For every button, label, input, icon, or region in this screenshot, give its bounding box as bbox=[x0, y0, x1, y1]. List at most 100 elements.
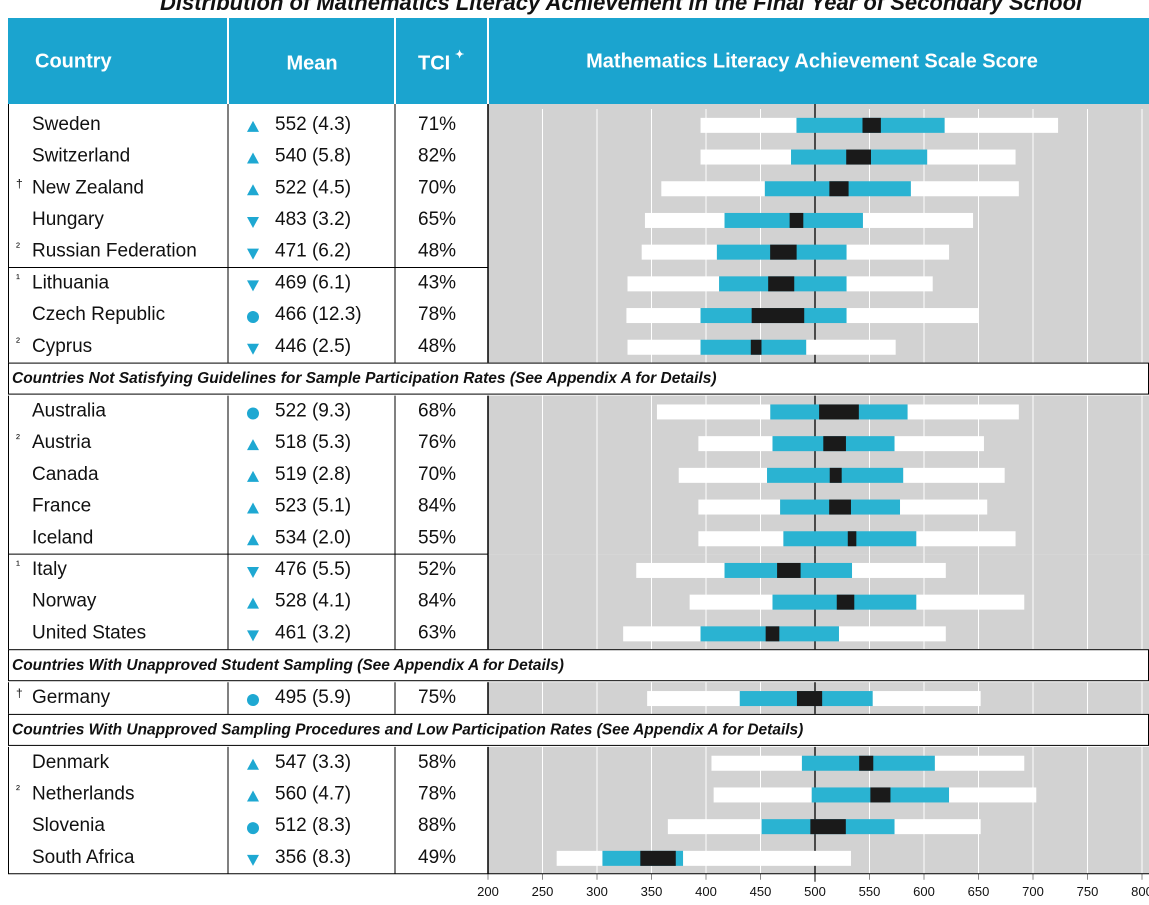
percentile-75-95 bbox=[903, 467, 1005, 483]
country-name: Cyprus bbox=[32, 336, 92, 357]
marker-down bbox=[247, 854, 259, 866]
percentile-5-25 bbox=[698, 499, 781, 515]
percentile-5-25 bbox=[667, 819, 762, 835]
percentile-5-25 bbox=[700, 149, 792, 165]
percentile-75-95 bbox=[927, 149, 1016, 165]
percentile-75-95 bbox=[894, 819, 981, 835]
percentile-75-95 bbox=[934, 755, 1025, 771]
tci-value: 76% bbox=[418, 432, 456, 453]
mean-confidence-interval bbox=[750, 339, 762, 355]
mean-confidence-interval bbox=[846, 149, 871, 165]
percentile-75-95 bbox=[846, 276, 933, 292]
section-heading-box bbox=[8, 362, 1149, 395]
mean-confidence-interval bbox=[777, 562, 801, 578]
mean-confidence-interval bbox=[796, 691, 823, 707]
percentile-75-95 bbox=[916, 594, 1025, 610]
marker-up bbox=[247, 534, 259, 546]
x-tick-label: 650 bbox=[968, 884, 990, 899]
country-name: Switzerland bbox=[32, 146, 130, 167]
mean-confidence-interval bbox=[765, 626, 780, 642]
percentile-5-25 bbox=[698, 531, 784, 547]
country-name: Lithuania bbox=[32, 272, 110, 293]
mean-score: 519 (2.8) bbox=[275, 464, 351, 485]
mean-confidence-interval bbox=[770, 244, 797, 260]
marker-down bbox=[247, 248, 259, 260]
mean-confidence-interval bbox=[859, 755, 874, 771]
mean-score: 534 (2.0) bbox=[275, 527, 351, 548]
marker-up bbox=[247, 184, 259, 196]
mean-confidence-interval bbox=[829, 499, 851, 515]
mean-score: 518 (5.3) bbox=[275, 432, 351, 453]
country-name: Hungary bbox=[32, 209, 104, 230]
marker-down bbox=[247, 216, 259, 228]
mean-score: 512 (8.3) bbox=[275, 815, 351, 836]
marker-up bbox=[247, 439, 259, 451]
tci-value: 43% bbox=[418, 272, 456, 293]
header-band bbox=[8, 18, 1149, 104]
tci-value: 48% bbox=[418, 241, 456, 262]
x-tick-label: 200 bbox=[477, 884, 499, 899]
mean-confidence-interval bbox=[870, 787, 891, 803]
country-name: France bbox=[32, 496, 91, 517]
mean-score: 356 (8.3) bbox=[275, 847, 351, 868]
mean-score: 476 (5.5) bbox=[275, 559, 351, 580]
percentile-75-95 bbox=[872, 691, 981, 707]
x-tick-label: 700 bbox=[1022, 884, 1044, 899]
x-tick-label: 400 bbox=[695, 884, 717, 899]
tci-value: 84% bbox=[418, 496, 456, 517]
percentile-75-95 bbox=[862, 212, 974, 228]
percentile-5-25 bbox=[644, 212, 725, 228]
mean-score: 522 (4.5) bbox=[275, 177, 351, 198]
x-tick-label: 800 bbox=[1131, 884, 1149, 899]
mean-confidence-interval bbox=[829, 181, 849, 197]
country-name: United States bbox=[32, 622, 146, 643]
percentile-5-25 bbox=[711, 755, 802, 771]
percentile-75-95 bbox=[907, 404, 1019, 420]
mean-score: 446 (2.5) bbox=[275, 336, 351, 357]
country-name: South Africa bbox=[32, 847, 135, 868]
tci-value: 58% bbox=[418, 752, 456, 773]
footnote-mark: ¹ bbox=[16, 272, 20, 286]
marker-circle bbox=[247, 311, 259, 324]
percentile-5-25 bbox=[661, 181, 765, 197]
section-heading: Countries Not Satisfying Guidelines for … bbox=[12, 370, 717, 387]
percentile-75-95 bbox=[894, 436, 984, 452]
tci-value: 82% bbox=[418, 146, 456, 167]
marker-up bbox=[247, 790, 259, 802]
mean-confidence-interval bbox=[829, 467, 842, 483]
mean-confidence-interval bbox=[640, 850, 676, 866]
tci-value: 78% bbox=[418, 304, 456, 325]
percentile-75-95 bbox=[949, 787, 1037, 803]
footnote-mark: ² bbox=[16, 783, 20, 797]
marker-down bbox=[247, 280, 259, 292]
percentile-5-25 bbox=[627, 339, 701, 355]
percentile-5-25 bbox=[623, 626, 701, 642]
tci-value: 55% bbox=[418, 527, 456, 548]
country-name: Netherlands bbox=[32, 783, 134, 804]
percentile-75-95 bbox=[900, 499, 988, 515]
country-name: Canada bbox=[32, 464, 99, 485]
country-name: Norway bbox=[32, 591, 97, 612]
percentile-75-95 bbox=[852, 562, 946, 578]
percentile-75-95 bbox=[806, 339, 896, 355]
mean-score: 469 (6.1) bbox=[275, 272, 351, 293]
footnote-mark: ¹ bbox=[16, 558, 20, 572]
mean-score: 461 (3.2) bbox=[275, 622, 351, 643]
tci-value: 71% bbox=[418, 114, 456, 135]
chart-title: Mathematics Literacy Achievement Scale S… bbox=[586, 50, 1038, 72]
footnote-mark: † bbox=[16, 176, 23, 190]
marker-up bbox=[247, 758, 259, 770]
mean-score: 466 (12.3) bbox=[275, 304, 362, 325]
tci-value: 68% bbox=[418, 400, 456, 421]
country-name: Austria bbox=[32, 432, 92, 453]
tci-value: 63% bbox=[418, 622, 456, 643]
tci-value: 49% bbox=[418, 847, 456, 868]
percentile-75-95 bbox=[838, 626, 946, 642]
marker-up bbox=[247, 502, 259, 514]
tci-value: 48% bbox=[418, 336, 456, 357]
x-tick-label: 500 bbox=[804, 884, 826, 899]
tci-value: 70% bbox=[418, 177, 456, 198]
marker-down bbox=[247, 343, 259, 355]
footnote-mark: ² bbox=[16, 431, 20, 445]
